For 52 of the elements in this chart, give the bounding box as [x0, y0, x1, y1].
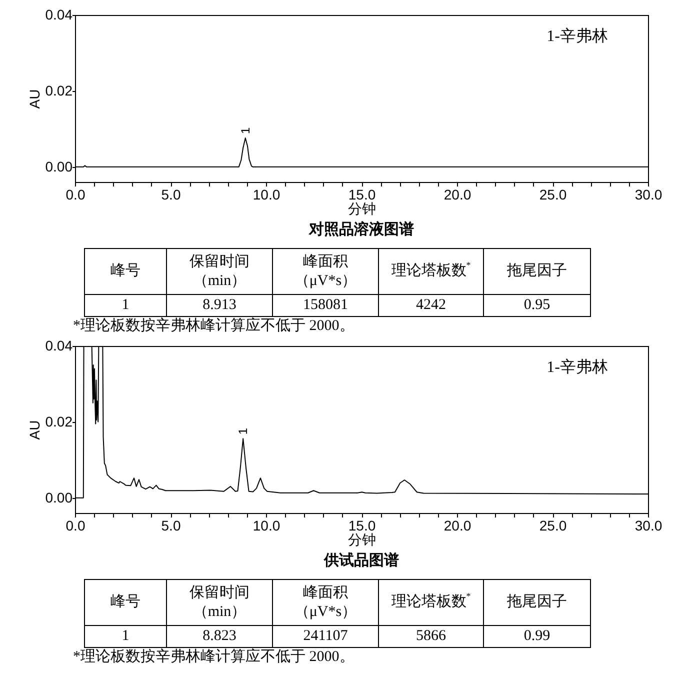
- x-tick-label: 20.0: [444, 186, 472, 202]
- x-tick-label: 0.0: [66, 186, 86, 202]
- y-axis-title: AU: [26, 89, 42, 109]
- y-tick-label: 0.04: [45, 338, 73, 354]
- text: *理论板数按辛弗林峰计算应不低于 2000。: [73, 648, 356, 666]
- x-tick-label: 5.0: [161, 518, 181, 534]
- data-label: 8.913: [166, 294, 272, 316]
- y-tick-label: 0.02: [45, 413, 73, 430]
- x-tick-label: 30.0: [634, 186, 662, 202]
- data-label: 0.99: [484, 626, 590, 648]
- annotation: 1-辛弗林: [546, 358, 608, 376]
- data-label: 158081: [272, 294, 378, 316]
- y-tick-label: 0.00: [45, 489, 73, 506]
- x-tick-label: 25.0: [539, 186, 567, 202]
- category-label: 拖尾因子: [484, 248, 590, 294]
- category-label: 保留时间（min）: [166, 248, 272, 294]
- data-label: 8.823: [166, 626, 272, 648]
- category-label: 理论塔板数$^{*}$: [378, 248, 484, 294]
- category-label: 理论塔板数$^{*}$: [378, 580, 484, 626]
- x-tick-label: 30.0: [634, 518, 662, 534]
- x-tick-label: 20.0: [444, 518, 472, 534]
- y-tick-label: 0.04: [45, 6, 73, 22]
- category-label: 峰号: [84, 580, 166, 626]
- category-label: 峰面积（μV*s）: [272, 248, 378, 294]
- category-label: 保留时间（min）: [166, 580, 272, 626]
- text: 供试品图谱: [323, 551, 399, 569]
- category-label: 拖尾因子: [484, 580, 590, 626]
- x-tick-label: 10.0: [252, 518, 280, 534]
- x-axis-title: 分钟: [348, 200, 376, 216]
- x-tick-label: 25.0: [539, 518, 567, 534]
- data-label: 241107: [272, 626, 378, 648]
- data-label: 5866: [378, 626, 484, 648]
- x-tick-label: 5.0: [161, 186, 181, 202]
- data-label: 1: [84, 626, 166, 648]
- x-tick-label: 10.0: [252, 186, 280, 202]
- text: 对照品溶液图谱: [308, 220, 414, 238]
- x-axis-title: 分钟: [348, 532, 376, 548]
- annotation: 1: [236, 428, 250, 435]
- annotation: 1: [238, 126, 252, 134]
- text: *理论板数按辛弗林峰计算应不低于 2000。: [73, 317, 356, 335]
- y-tick-label: 0.02: [45, 82, 73, 98]
- data-label: 4242: [378, 294, 484, 316]
- category-label: 峰面积（μV*s）: [272, 580, 378, 626]
- annotation: 1-辛弗林: [546, 27, 608, 45]
- data-label: 0.95: [484, 294, 590, 316]
- x-tick-label: 15.0: [348, 186, 376, 202]
- x-tick-label: 0.0: [66, 518, 86, 534]
- data-label: 1: [84, 294, 166, 316]
- category-label: 峰号: [84, 248, 166, 294]
- y-tick-label: 0.00: [45, 158, 73, 174]
- y-axis-title: AU: [26, 420, 42, 440]
- x-tick-label: 15.0: [348, 518, 376, 534]
